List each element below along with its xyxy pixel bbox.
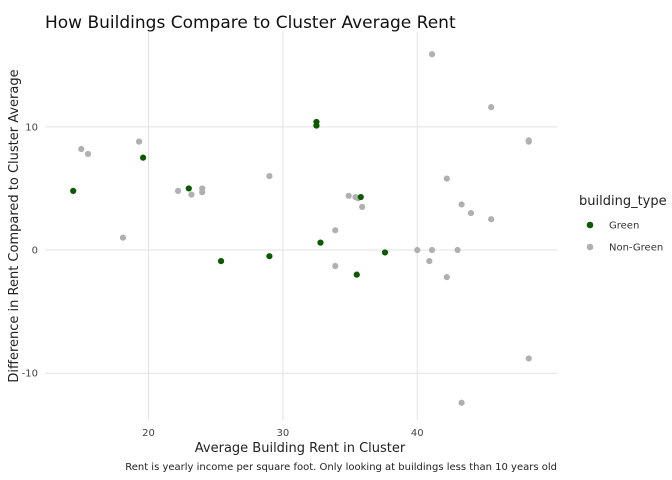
non-green-point: [332, 227, 339, 234]
non-green-point: [78, 145, 85, 153]
green-point: [357, 193, 364, 201]
green-point: [317, 239, 324, 246]
y-tick-label: 10: [25, 122, 38, 133]
y-axis-title: Difference in Rent Compared to Cluster A…: [7, 69, 22, 382]
y-tick-label: -10: [22, 369, 38, 380]
non-green-point: [458, 399, 465, 406]
non-green-point: [525, 137, 532, 144]
non-green-point: [188, 191, 195, 198]
non-green-point: [443, 274, 450, 281]
non-green-point: [525, 355, 532, 362]
non-green-point: [428, 51, 436, 58]
legend-label-green: Green: [609, 221, 639, 232]
non-green-point: [332, 262, 339, 270]
green-point: [70, 187, 77, 194]
x-axis-title: Average Building Rent in Cluster: [195, 441, 406, 456]
chart-title: How Buildings Compare to Cluster Average…: [45, 13, 456, 33]
non-green-point: [454, 246, 461, 254]
green-point: [139, 154, 147, 161]
non-green-point: [266, 173, 273, 180]
non-green-point: [428, 246, 436, 254]
non-green-point: [199, 189, 206, 196]
non-green-point: [488, 104, 495, 111]
data-points: [70, 51, 532, 406]
non-green-point: [84, 150, 92, 158]
gridlines: [45, 32, 557, 420]
legend-title: building_type: [579, 194, 667, 209]
legend-key-green: [586, 221, 594, 229]
x-tick-label: 30: [276, 428, 289, 439]
legend-key-non-green: [586, 243, 594, 251]
tick-labels: 20 30 40 -10 0 10: [22, 122, 424, 439]
non-green-point: [414, 246, 421, 254]
green-point: [185, 185, 192, 192]
non-green-point: [174, 187, 182, 194]
x-tick-label: 40: [411, 428, 424, 439]
non-green-point: [488, 216, 495, 223]
non-green-point: [458, 201, 465, 208]
y-tick-label: 0: [32, 246, 38, 257]
green-point: [381, 249, 389, 256]
green-point: [313, 122, 320, 129]
non-green-point: [443, 175, 450, 182]
non-green-point: [359, 203, 366, 211]
chart-caption: Rent is yearly income per square foot. O…: [125, 462, 557, 473]
x-tick-label: 20: [142, 428, 155, 439]
green-point: [217, 258, 225, 265]
legend: building_type Green Non-Green: [579, 194, 667, 254]
non-green-point: [135, 138, 143, 145]
non-green-point: [345, 192, 352, 199]
non-green-point: [467, 209, 475, 217]
non-green-point: [119, 234, 127, 241]
legend-label-non-green: Non-Green: [609, 243, 663, 254]
non-green-point: [426, 258, 433, 265]
green-point: [266, 253, 273, 260]
green-point: [353, 271, 360, 278]
legend-item-non-green: Non-Green: [586, 243, 663, 254]
legend-item-green: Green: [586, 221, 639, 232]
